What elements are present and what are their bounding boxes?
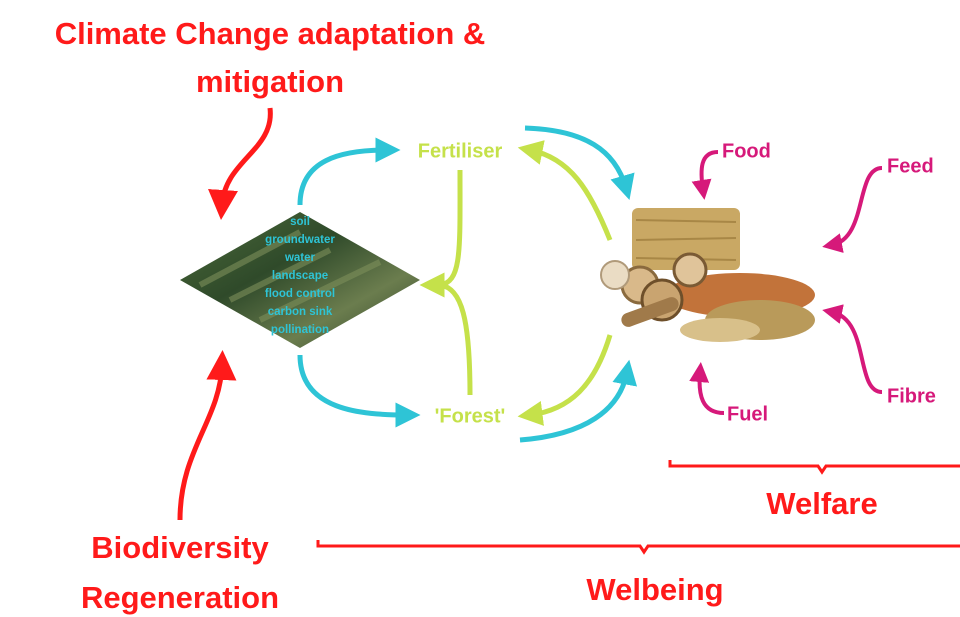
- brace: [432, 285, 470, 395]
- arrow: [702, 152, 718, 190]
- arrow: [520, 372, 627, 440]
- feed-label: Feed: [887, 155, 934, 177]
- arrow: [832, 168, 882, 245]
- arrow: [300, 150, 388, 205]
- land-service: pollination: [271, 324, 329, 336]
- welbeing-label: Welbeing: [586, 572, 723, 607]
- food-label: Food: [722, 140, 771, 162]
- brace: [440, 170, 460, 285]
- top-label: Climate Change adaptation &: [55, 16, 486, 51]
- land-service: flood control: [265, 288, 335, 300]
- arrow: [222, 108, 270, 205]
- fibre-label: Fibre: [887, 385, 936, 407]
- fertiliser-label: Fertiliser: [418, 140, 503, 162]
- arrow: [180, 365, 222, 520]
- welfare-label: Welfare: [766, 486, 877, 521]
- bottom-label: Biodiversity: [91, 530, 269, 565]
- land-service: groundwater: [265, 234, 335, 246]
- arrow: [530, 150, 610, 240]
- land-service: water: [284, 252, 316, 264]
- arrow: [700, 372, 724, 413]
- forest-label: 'Forest': [435, 405, 506, 427]
- land-service: soil: [290, 216, 310, 228]
- welfare-bracket: [670, 460, 960, 472]
- biomass-image: [601, 208, 815, 342]
- arrow: [530, 335, 610, 415]
- land-service: landscape: [272, 270, 328, 282]
- welbeing-bracket: [318, 540, 960, 552]
- arrow: [300, 355, 408, 415]
- top-label: mitigation: [196, 64, 344, 99]
- land-service: carbon sink: [268, 306, 333, 318]
- arrow: [832, 312, 882, 392]
- fuel-label: Fuel: [727, 403, 768, 425]
- bottom-label: Regeneration: [81, 580, 279, 615]
- diagram: Climate Change adaptation & mitigation s…: [0, 0, 960, 617]
